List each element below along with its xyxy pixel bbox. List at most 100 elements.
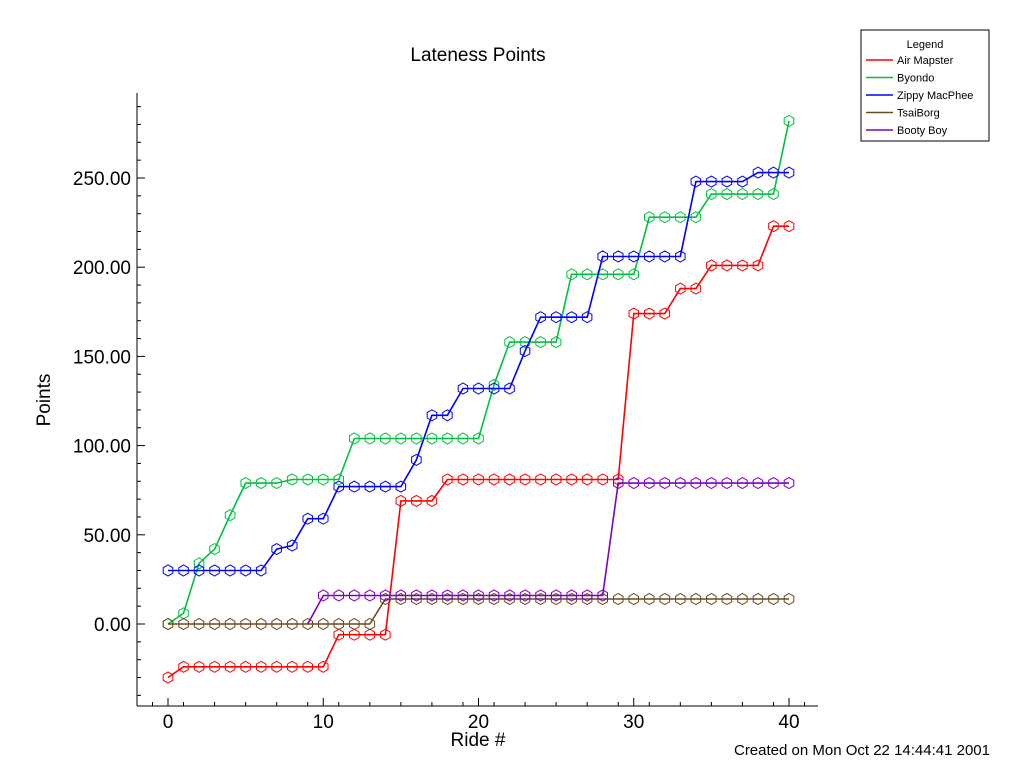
x-tick-label: 0 xyxy=(163,712,174,733)
data-point xyxy=(519,473,531,486)
y-tick-label: 100.00 xyxy=(73,437,131,458)
data-point xyxy=(162,564,174,577)
data-point xyxy=(286,539,298,552)
data-point xyxy=(675,282,686,295)
data-point xyxy=(783,114,795,127)
legend-entry: Booty Boy xyxy=(866,125,948,137)
data-point xyxy=(613,250,624,263)
data-point xyxy=(271,543,282,556)
data-point xyxy=(644,477,655,490)
data-point xyxy=(302,473,313,486)
data-point xyxy=(318,473,329,486)
data-point xyxy=(209,564,220,577)
x-minor-ticks xyxy=(151,702,806,706)
data-point xyxy=(644,250,655,263)
data-point xyxy=(628,307,639,320)
data-point xyxy=(193,617,205,631)
x-tick-label: 30 xyxy=(623,712,644,733)
data-point xyxy=(488,382,500,395)
data-point xyxy=(783,592,795,606)
series-line-tsaiborg xyxy=(168,598,789,625)
data-point xyxy=(411,494,422,507)
data-point xyxy=(613,268,624,281)
legend-entry: TsaiBorg xyxy=(866,108,940,120)
data-point xyxy=(535,336,546,349)
data-point xyxy=(224,509,236,522)
data-point xyxy=(380,480,391,493)
data-point xyxy=(349,628,360,641)
data-point xyxy=(302,617,313,631)
data-point xyxy=(240,477,251,490)
legend-box xyxy=(860,29,990,142)
y-tick-label: 200.00 xyxy=(73,258,131,279)
data-point xyxy=(302,512,313,525)
data-point xyxy=(442,432,453,445)
y-tick-label: 150.00 xyxy=(73,347,131,368)
data-point xyxy=(271,617,282,631)
data-point xyxy=(255,477,267,490)
data-point xyxy=(271,477,282,490)
data-point xyxy=(193,564,205,577)
data-point xyxy=(566,589,577,602)
data-point xyxy=(473,432,484,445)
data-point xyxy=(286,473,298,486)
data-point xyxy=(675,592,686,606)
data-point xyxy=(613,477,624,490)
series-booty-boy xyxy=(306,477,795,625)
data-point xyxy=(488,378,500,391)
series-tsaiborg xyxy=(162,592,795,631)
data-point xyxy=(644,211,655,224)
data-point xyxy=(333,617,344,631)
legend-label: Booty Boy xyxy=(897,125,948,137)
data-point xyxy=(628,592,639,606)
data-point xyxy=(302,660,313,673)
data-point xyxy=(318,589,329,602)
y-axis-label: Points xyxy=(34,374,55,427)
legend-label: Byondo xyxy=(897,73,934,85)
data-point xyxy=(162,671,174,684)
data-point xyxy=(628,250,639,263)
data-point xyxy=(783,166,795,179)
data-point xyxy=(550,336,562,349)
data-point xyxy=(395,432,407,445)
data-point xyxy=(535,311,546,324)
data-point xyxy=(737,592,748,606)
data-point xyxy=(737,188,748,201)
legend-title: Legend xyxy=(907,39,944,51)
data-point xyxy=(411,453,422,466)
data-point xyxy=(628,477,639,490)
data-point xyxy=(752,592,764,606)
y-ticks: 0.00 50.00 100.00 150.00 200.00 250.00 xyxy=(73,169,145,636)
data-point xyxy=(286,617,298,631)
data-point xyxy=(597,250,608,263)
data-point xyxy=(690,175,702,188)
data-point xyxy=(550,311,562,324)
data-point xyxy=(550,589,562,602)
data-point xyxy=(488,589,500,602)
data-point xyxy=(178,564,189,577)
data-point xyxy=(240,564,251,577)
data-point xyxy=(783,477,795,490)
data-point xyxy=(752,259,764,272)
data-point xyxy=(613,592,624,606)
data-point xyxy=(380,432,391,445)
data-point xyxy=(566,311,577,324)
data-point xyxy=(675,250,686,263)
data-point xyxy=(364,589,376,602)
data-point xyxy=(364,628,376,641)
plot-axes xyxy=(136,93,818,707)
data-point xyxy=(426,409,438,422)
data-point xyxy=(535,589,546,602)
legend-entries: Air Mapster Byondo Zippy MacPhee TsaiBorg Bo… xyxy=(866,55,973,137)
data-point xyxy=(768,592,779,606)
data-point xyxy=(752,477,764,490)
data-point xyxy=(690,211,702,224)
legend-label: Air Mapster xyxy=(897,55,954,67)
data-point xyxy=(240,617,251,631)
data-point xyxy=(426,589,438,602)
data-point xyxy=(659,211,671,224)
data-point xyxy=(597,589,608,602)
data-point xyxy=(783,220,795,233)
data-point xyxy=(488,473,500,486)
creation-footer: Created on Mon Oct 22 14:44:41 2001 xyxy=(734,742,990,759)
